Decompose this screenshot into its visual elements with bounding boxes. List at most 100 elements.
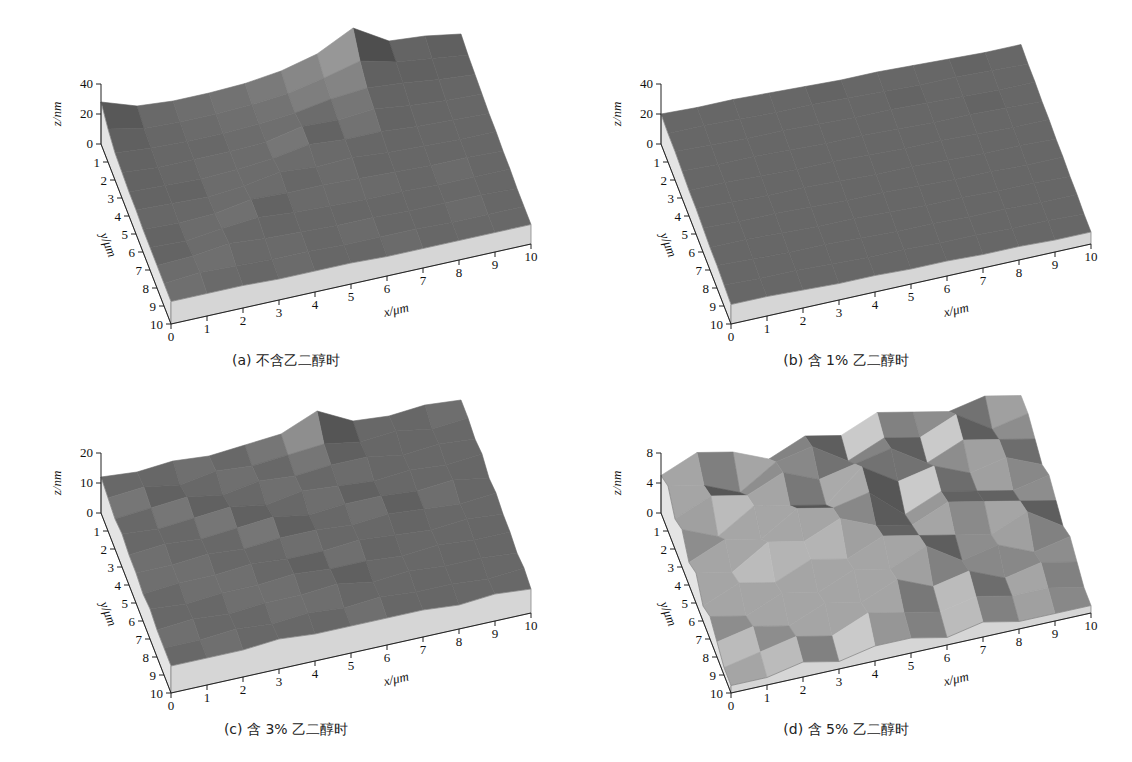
- svg-text:10: 10: [150, 686, 163, 701]
- svg-text:5: 5: [348, 289, 355, 304]
- svg-text:8: 8: [143, 281, 150, 296]
- svg-text:z/nm: z/nm: [49, 102, 64, 128]
- svg-text:5: 5: [908, 289, 915, 304]
- svg-text:8: 8: [456, 265, 463, 280]
- svg-text:9: 9: [150, 299, 157, 314]
- svg-text:20: 20: [80, 106, 93, 121]
- svg-text:8: 8: [1016, 634, 1023, 649]
- svg-text:4: 4: [872, 666, 879, 681]
- svg-text:5: 5: [682, 596, 689, 611]
- svg-text:8: 8: [703, 281, 710, 296]
- svg-text:3: 3: [108, 560, 115, 575]
- svg-text:9: 9: [710, 668, 717, 683]
- svg-text:1: 1: [94, 524, 101, 539]
- svg-text:z/nm: z/nm: [609, 102, 624, 128]
- svg-text:z/nm: z/nm: [49, 471, 64, 497]
- svg-text:10: 10: [525, 249, 538, 264]
- svg-text:0: 0: [87, 136, 94, 151]
- svg-text:9: 9: [710, 299, 717, 314]
- svg-text:4: 4: [647, 475, 654, 490]
- svg-text:0: 0: [728, 698, 735, 713]
- svg-text:4: 4: [872, 297, 879, 312]
- svg-text:5: 5: [348, 658, 355, 673]
- svg-text:y/μm: y/μm: [96, 228, 120, 259]
- svg-text:y/μm: y/μm: [96, 597, 120, 628]
- svg-text:7: 7: [980, 642, 987, 657]
- svg-text:40: 40: [80, 76, 93, 91]
- svg-text:8: 8: [703, 650, 710, 665]
- svg-text:1: 1: [764, 321, 771, 336]
- svg-text:7: 7: [696, 632, 703, 647]
- svg-text:7: 7: [420, 642, 427, 657]
- svg-text:3: 3: [668, 560, 675, 575]
- svg-text:2: 2: [101, 173, 108, 188]
- svg-text:5: 5: [682, 227, 689, 242]
- svg-text:3: 3: [668, 191, 675, 206]
- svg-text:4: 4: [312, 297, 319, 312]
- svg-text:2: 2: [240, 313, 247, 328]
- svg-text:5: 5: [122, 227, 129, 242]
- svg-text:20: 20: [640, 106, 653, 121]
- svg-text:0: 0: [168, 698, 175, 713]
- svg-text:8: 8: [1016, 265, 1023, 280]
- svg-text:10: 10: [710, 317, 723, 332]
- svg-text:x/μm: x/μm: [941, 300, 970, 320]
- svg-text:0: 0: [647, 136, 654, 151]
- svg-text:6: 6: [129, 614, 136, 629]
- svg-text:7: 7: [980, 273, 987, 288]
- svg-text:10: 10: [1085, 618, 1098, 633]
- svg-text:3: 3: [276, 305, 283, 320]
- svg-text:x/μm: x/μm: [941, 669, 970, 689]
- svg-text:8: 8: [647, 445, 654, 460]
- svg-text:2: 2: [240, 682, 247, 697]
- svg-text:x/μm: x/μm: [381, 300, 410, 320]
- svg-text:5: 5: [122, 596, 129, 611]
- svg-text:40: 40: [640, 76, 653, 91]
- svg-text:7: 7: [136, 263, 143, 278]
- svg-text:0: 0: [647, 505, 654, 520]
- svg-text:3: 3: [836, 674, 843, 689]
- svg-text:10: 10: [80, 475, 93, 490]
- svg-text:9: 9: [150, 668, 157, 683]
- svg-text:7: 7: [136, 632, 143, 647]
- svg-text:1: 1: [94, 155, 101, 170]
- svg-text:6: 6: [944, 650, 951, 665]
- svg-text:5: 5: [908, 658, 915, 673]
- svg-text:x/μm: x/μm: [381, 669, 410, 689]
- svg-text:3: 3: [108, 191, 115, 206]
- svg-text:8: 8: [456, 634, 463, 649]
- svg-text:1: 1: [204, 321, 211, 336]
- svg-text:10: 10: [525, 618, 538, 633]
- svg-text:7: 7: [696, 263, 703, 278]
- svg-text:4: 4: [312, 666, 319, 681]
- svg-text:10: 10: [1085, 249, 1098, 264]
- svg-text:4: 4: [115, 209, 122, 224]
- svg-text:6: 6: [384, 281, 391, 296]
- svg-text:6: 6: [689, 245, 696, 260]
- svg-text:2: 2: [661, 173, 668, 188]
- svg-text:0: 0: [87, 505, 94, 520]
- svg-text:9: 9: [1052, 257, 1059, 272]
- svg-text:10: 10: [710, 686, 723, 701]
- svg-text:7: 7: [420, 273, 427, 288]
- svg-text:3: 3: [836, 305, 843, 320]
- svg-text:4: 4: [675, 578, 682, 593]
- svg-text:1: 1: [654, 155, 661, 170]
- svg-text:3: 3: [276, 674, 283, 689]
- svg-text:6: 6: [689, 614, 696, 629]
- svg-text:y/μm: y/μm: [656, 228, 680, 259]
- svg-text:6: 6: [384, 650, 391, 665]
- svg-text:8: 8: [143, 650, 150, 665]
- svg-text:z/nm: z/nm: [609, 471, 624, 497]
- svg-text:2: 2: [661, 542, 668, 557]
- svg-text:6: 6: [129, 245, 136, 260]
- svg-text:2: 2: [800, 313, 807, 328]
- svg-text:2: 2: [101, 542, 108, 557]
- svg-text:1: 1: [764, 690, 771, 705]
- svg-text:6: 6: [944, 281, 951, 296]
- svg-text:0: 0: [168, 329, 175, 344]
- svg-text:9: 9: [492, 257, 499, 272]
- svg-text:1: 1: [204, 690, 211, 705]
- svg-text:20: 20: [80, 445, 93, 460]
- svg-text:4: 4: [115, 578, 122, 593]
